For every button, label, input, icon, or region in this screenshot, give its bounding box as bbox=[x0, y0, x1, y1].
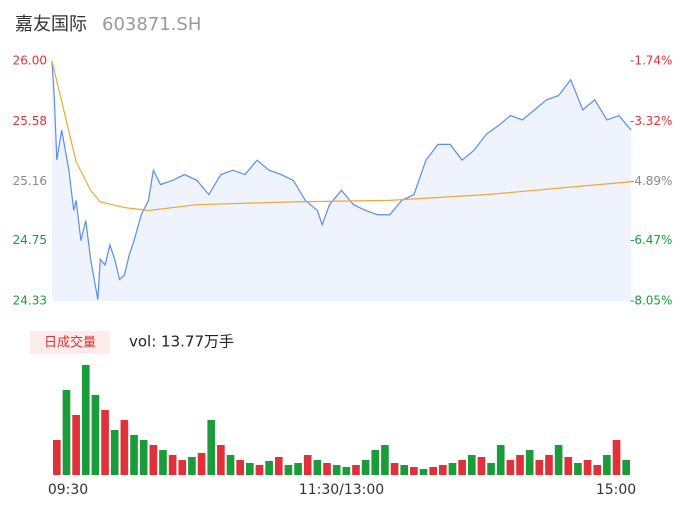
y-tick-label: 26.00 bbox=[13, 54, 47, 68]
volume-bar bbox=[545, 455, 553, 475]
volume-bar bbox=[62, 390, 71, 475]
volume-bar bbox=[429, 467, 437, 475]
volume-bar bbox=[467, 455, 476, 475]
volume-bar bbox=[226, 455, 235, 475]
volume-bar bbox=[410, 467, 418, 475]
volume-bar bbox=[477, 457, 486, 475]
volume-bar bbox=[506, 460, 515, 475]
volume-bar bbox=[159, 450, 167, 475]
series-line bbox=[51, 60, 632, 300]
volume-bar bbox=[53, 440, 61, 475]
x-tick-label: 09:30 bbox=[48, 482, 88, 498]
volume-tag: 日成交量 bbox=[44, 335, 96, 351]
volume-bar bbox=[332, 465, 341, 475]
volume-bar bbox=[265, 461, 273, 475]
volume-bar bbox=[91, 395, 100, 475]
volume-bar bbox=[554, 445, 563, 475]
volume-bar bbox=[207, 420, 216, 475]
volume-bar bbox=[583, 460, 592, 475]
volume-bar bbox=[110, 430, 119, 475]
y2-tick-label: -6.47% bbox=[630, 233, 672, 247]
volume-bar bbox=[149, 445, 158, 475]
volume-bar bbox=[381, 445, 389, 475]
volume-bar bbox=[439, 465, 447, 475]
y-tick-label: 25.58 bbox=[13, 114, 47, 128]
volume-bar bbox=[516, 455, 524, 475]
y2-tick-label: -1.74% bbox=[630, 54, 672, 68]
volume-tag-box bbox=[30, 331, 110, 354]
x-tick-label: 11:30/13:00 bbox=[299, 482, 384, 498]
volume-bar bbox=[448, 463, 457, 475]
y2-tick-label: -3.32% bbox=[630, 114, 672, 128]
volume-bar bbox=[487, 463, 495, 475]
volume-bar bbox=[390, 463, 399, 475]
volume-bar bbox=[313, 460, 322, 475]
series-line bbox=[51, 60, 632, 212]
volume-bar bbox=[294, 463, 302, 475]
volume-bar bbox=[246, 463, 254, 475]
volume-bar bbox=[323, 463, 331, 475]
volume-bar bbox=[217, 445, 225, 475]
volume-bar bbox=[593, 465, 602, 475]
volume-bar bbox=[284, 465, 293, 475]
volume-bar bbox=[496, 445, 505, 475]
volume-bar bbox=[361, 460, 370, 475]
volume-label: vol: 13.77万手 bbox=[129, 333, 234, 351]
volume-bar bbox=[236, 460, 244, 475]
volume-bar bbox=[130, 435, 138, 475]
stock-code: 603871.SH bbox=[102, 14, 201, 35]
volume-bar bbox=[139, 440, 148, 475]
y-tick-label: 24.75 bbox=[13, 233, 47, 247]
volume-bar bbox=[255, 465, 264, 475]
volume-bar bbox=[525, 450, 534, 475]
volume-bar bbox=[274, 457, 283, 475]
y2-tick-label: -4.89% bbox=[630, 174, 672, 188]
volume-bar bbox=[101, 410, 109, 475]
volume-bar bbox=[72, 415, 80, 475]
x-tick-label: 15:00 bbox=[596, 482, 636, 498]
volume-bar bbox=[178, 460, 187, 475]
volume-bar bbox=[622, 460, 630, 475]
volume-bar bbox=[603, 455, 611, 475]
stock-name: 嘉友国际 bbox=[15, 14, 87, 35]
volume-bar bbox=[564, 457, 573, 475]
volume-bar bbox=[419, 469, 428, 475]
volume-bar bbox=[168, 455, 177, 475]
price-area bbox=[52, 61, 631, 301]
volume-bar bbox=[371, 450, 380, 475]
volume-bar bbox=[612, 440, 621, 475]
y-tick-label: 24.33 bbox=[13, 294, 47, 308]
volume-bar bbox=[342, 467, 351, 475]
volume-bar bbox=[197, 453, 206, 475]
volume-bar bbox=[188, 457, 196, 475]
volume-bar bbox=[303, 455, 312, 475]
volume-bar bbox=[81, 365, 90, 475]
volume-bar bbox=[458, 460, 466, 475]
y-tick-label: 25.16 bbox=[13, 174, 47, 188]
volume-bar bbox=[574, 463, 582, 475]
volume-bar bbox=[535, 460, 544, 475]
y2-tick-label: -8.05% bbox=[630, 294, 672, 308]
volume-bar bbox=[120, 420, 129, 475]
volume-bar bbox=[352, 465, 360, 475]
volume-bar bbox=[400, 465, 409, 475]
